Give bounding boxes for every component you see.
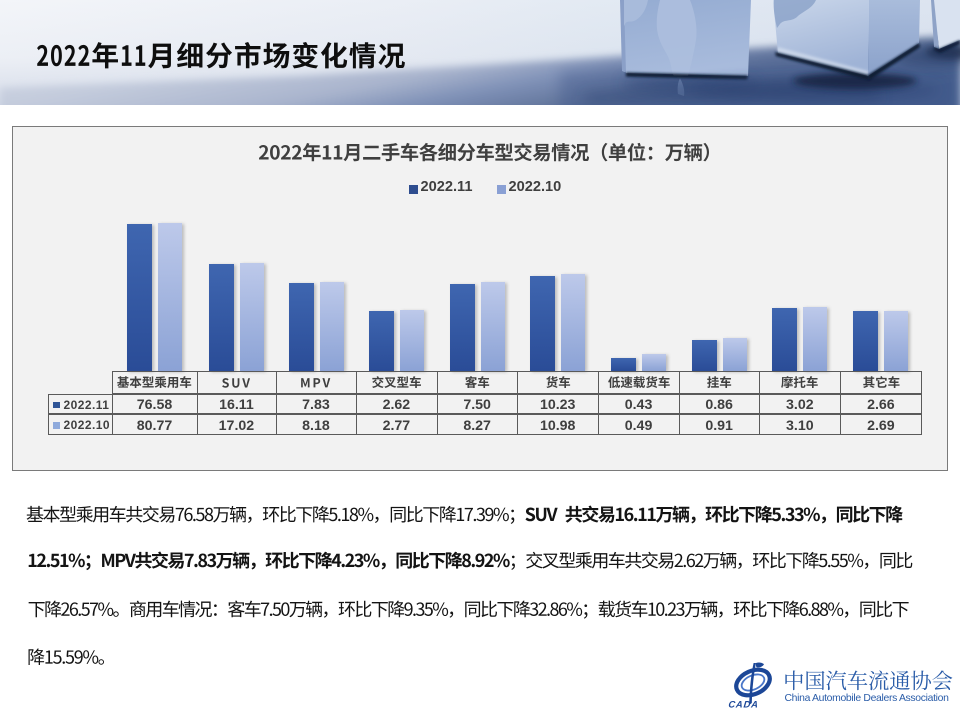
svg-text:CADA: CADA (728, 699, 759, 710)
